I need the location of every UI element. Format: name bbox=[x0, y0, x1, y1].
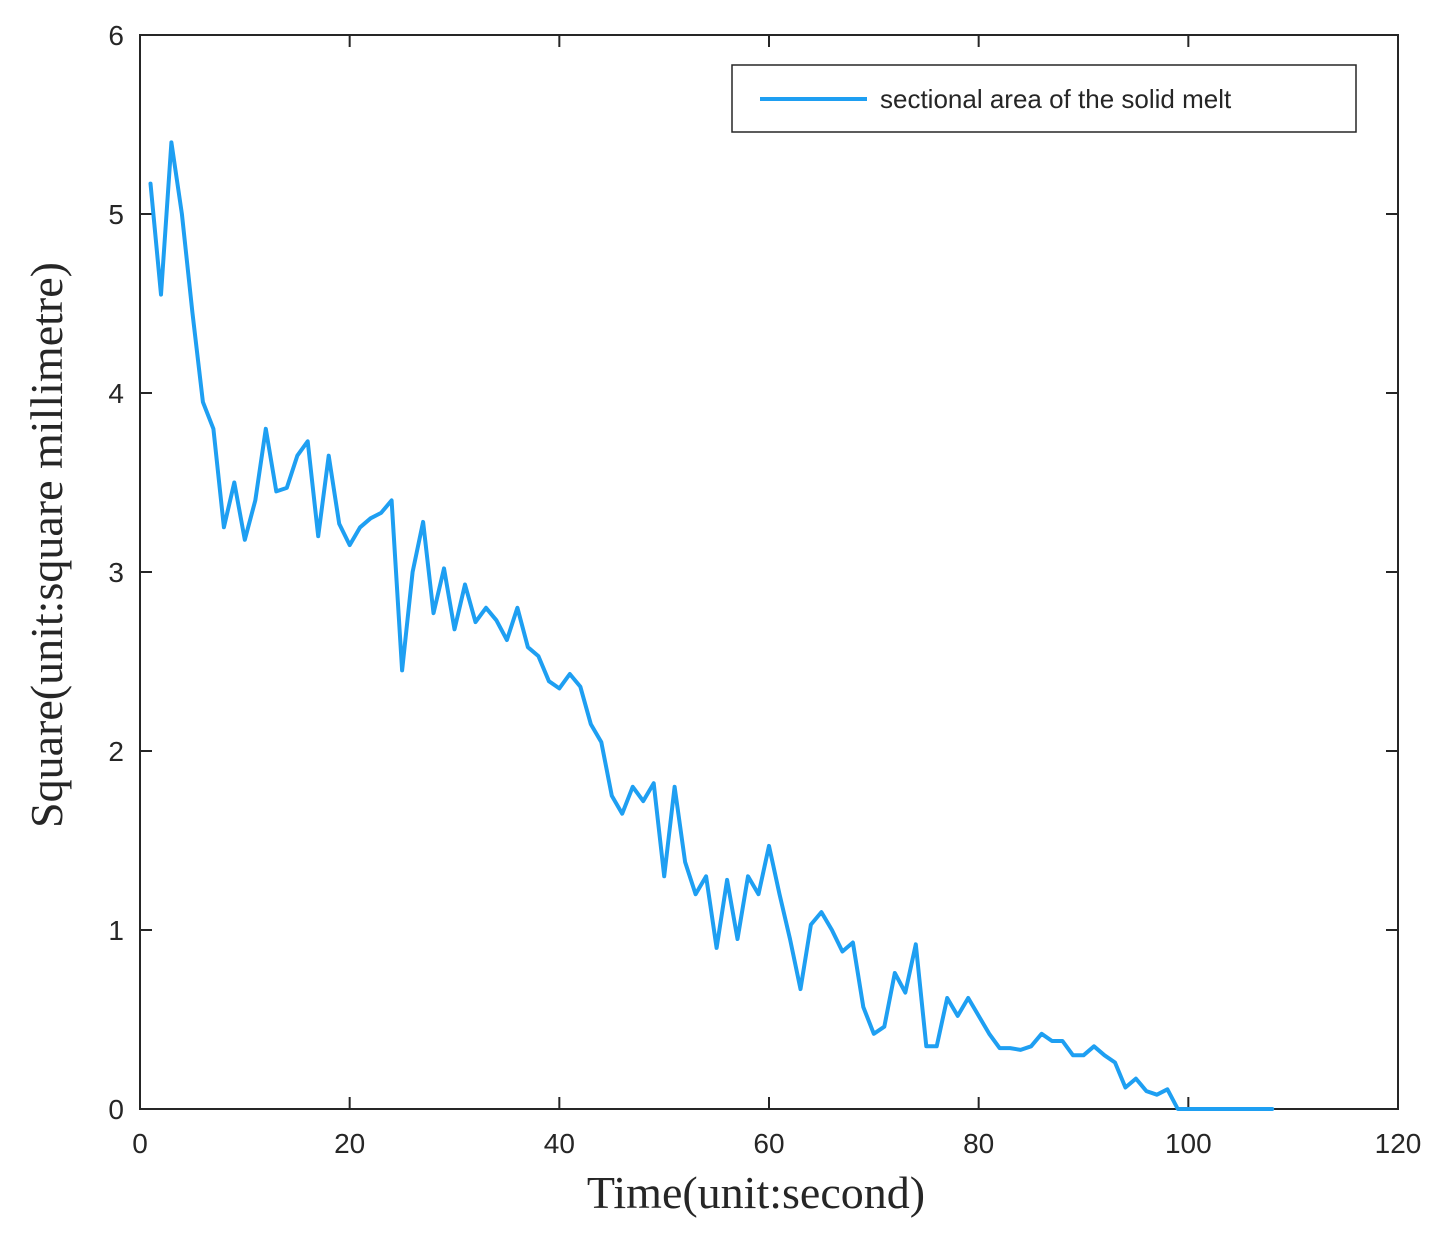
y-tick-label: 2 bbox=[108, 736, 124, 767]
plot-area bbox=[139, 34, 1399, 1110]
x-tick-label: 100 bbox=[1165, 1128, 1212, 1159]
series-line bbox=[148, 140, 1275, 1111]
y-tick-label: 5 bbox=[108, 199, 124, 230]
y-tick-label: 0 bbox=[108, 1094, 124, 1125]
y-axis-title: Square(unit:square millimetre) bbox=[21, 262, 72, 828]
x-tick-label: 40 bbox=[544, 1128, 575, 1159]
x-ticks: 0 20 40 60 80 100 120 bbox=[132, 35, 1421, 1159]
y-ticks: 0 1 2 3 4 5 6 bbox=[108, 20, 1398, 1125]
legend: sectional area of the solid melt bbox=[731, 64, 1357, 133]
x-tick-label: 20 bbox=[334, 1128, 365, 1159]
x-axis-title: Time(unit:second) bbox=[587, 1167, 925, 1218]
legend-label: sectional area of the solid melt bbox=[880, 84, 1232, 114]
y-tick-label: 1 bbox=[108, 915, 124, 946]
y-tick-label: 3 bbox=[108, 557, 124, 588]
y-tick-label: 6 bbox=[108, 20, 124, 51]
x-tick-label: 0 bbox=[132, 1128, 148, 1159]
x-tick-label: 60 bbox=[753, 1128, 784, 1159]
x-tick-label: 80 bbox=[963, 1128, 994, 1159]
y-tick-label: 4 bbox=[108, 378, 124, 409]
x-tick-label: 120 bbox=[1375, 1128, 1422, 1159]
